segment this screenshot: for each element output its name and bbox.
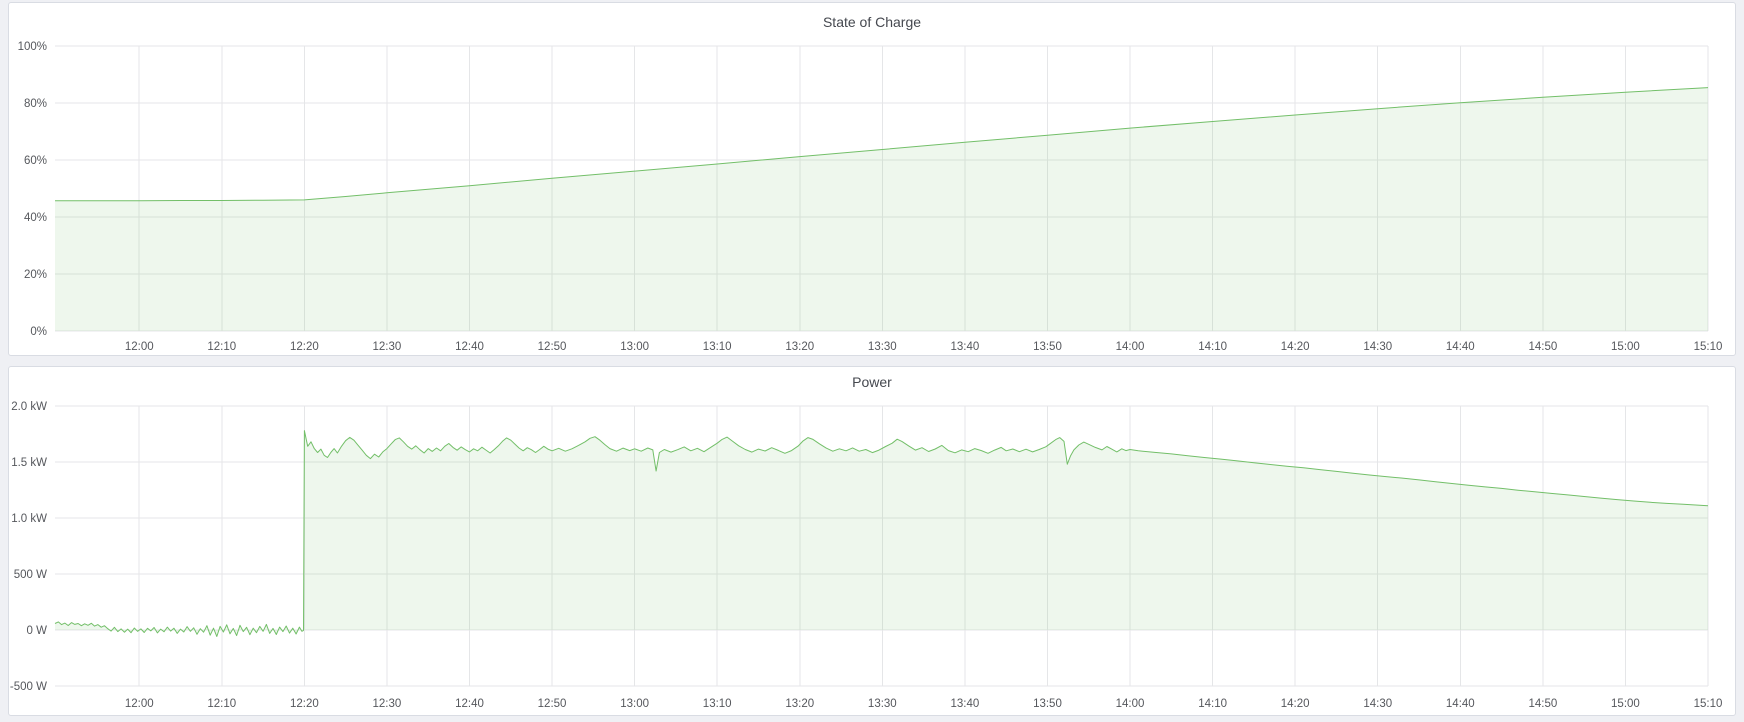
x-tick-label: 14:20 xyxy=(1281,341,1310,353)
y-tick-label: 0 W xyxy=(27,625,48,637)
y-tick-label: 40% xyxy=(24,212,47,224)
x-tick-label: 14:00 xyxy=(1116,698,1145,710)
power-series-area xyxy=(55,430,1708,637)
x-tick-label: 12:10 xyxy=(207,698,236,710)
x-tick-label: 12:40 xyxy=(455,698,484,710)
x-tick-label: 13:10 xyxy=(703,341,732,353)
y-tick-label: 1.5 kW xyxy=(11,457,47,469)
x-tick-label: 14:20 xyxy=(1281,698,1310,710)
x-tick-label: 12:50 xyxy=(538,341,567,353)
y-tick-label: 100% xyxy=(18,41,47,53)
x-tick-label: 12:20 xyxy=(290,698,319,710)
y-tick-label: 0% xyxy=(30,326,47,338)
x-tick-label: 13:40 xyxy=(951,698,980,710)
x-axis-labels: 12:00 12:10 12:20 12:30 12:40 12:50 13:00 13:10… xyxy=(125,341,1723,353)
y-tick-label: -500 W xyxy=(10,681,47,693)
x-tick-label: 15:10 xyxy=(1694,698,1723,710)
x-tick-label: 13:30 xyxy=(868,341,897,353)
x-tick-label: 14:50 xyxy=(1528,698,1557,710)
x-tick-label: 13:00 xyxy=(620,698,649,710)
x-tick-label: 15:10 xyxy=(1694,341,1723,353)
x-tick-label: 12:40 xyxy=(455,341,484,353)
x-tick-label: 15:00 xyxy=(1611,698,1640,710)
x-tick-label: 13:30 xyxy=(868,698,897,710)
x-tick-label: 13:50 xyxy=(1033,698,1062,710)
power-series-line xyxy=(54,430,1709,637)
x-tick-label: 13:20 xyxy=(785,341,814,353)
x-tick-label: 13:10 xyxy=(703,698,732,710)
x-tick-label: 12:00 xyxy=(125,698,154,710)
x-tick-label: 14:40 xyxy=(1446,698,1475,710)
x-tick-label: 14:10 xyxy=(1198,698,1227,710)
x-tick-label: 14:00 xyxy=(1116,341,1145,353)
y-tick-label: 80% xyxy=(24,98,47,110)
x-tick-label: 12:30 xyxy=(373,341,402,353)
x-tick-label: 13:20 xyxy=(785,698,814,710)
x-tick-label: 13:40 xyxy=(951,341,980,353)
x-tick-label: 12:10 xyxy=(207,341,236,353)
y-tick-label: 1.0 kW xyxy=(11,513,47,525)
state-of-charge-series-area xyxy=(55,87,1708,331)
y-axis-labels: 0% 20% 40% 60% 80% 100% xyxy=(18,41,47,338)
y-tick-label: 20% xyxy=(24,269,47,281)
x-axis-labels: 12:00 12:10 12:20 12:30 12:40 12:50 13:00 13:10… xyxy=(125,698,1723,710)
y-tick-label: 2.0 kW xyxy=(11,401,47,413)
y-tick-label: 60% xyxy=(24,155,47,167)
x-tick-label: 14:30 xyxy=(1363,698,1392,710)
y-axis-labels: -500 W 0 W 500 W 1.0 kW 1.5 kW 2.0 kW xyxy=(10,401,47,693)
x-tick-label: 12:30 xyxy=(373,698,402,710)
x-tick-label: 14:10 xyxy=(1198,341,1227,353)
panel-title-power[interactable]: Power xyxy=(852,374,892,390)
x-tick-label: 14:40 xyxy=(1446,341,1475,353)
x-tick-label: 15:00 xyxy=(1611,341,1640,353)
x-tick-label: 12:20 xyxy=(290,341,319,353)
x-tick-label: 14:50 xyxy=(1528,341,1557,353)
x-tick-label: 12:00 xyxy=(125,341,154,353)
x-tick-label: 12:50 xyxy=(538,698,567,710)
state-of-charge-series-line xyxy=(55,87,1709,202)
y-tick-label: 500 W xyxy=(14,569,47,581)
panel-title-state-of-charge[interactable]: State of Charge xyxy=(822,14,922,30)
state-of-charge-chart-canvas[interactable]: 0%20%40%60%80%100%12:00 12:10 12:20 12:30 12… xyxy=(9,3,1737,357)
x-tick-label: 13:50 xyxy=(1033,341,1062,353)
x-tick-label: 13:00 xyxy=(620,341,649,353)
grid xyxy=(55,45,1709,332)
state-of-charge-panel: State of Charge 0% 20% 40% 60% 80% 100% 12:00 1… xyxy=(8,2,1736,356)
x-tick-label: 14:30 xyxy=(1363,341,1392,353)
